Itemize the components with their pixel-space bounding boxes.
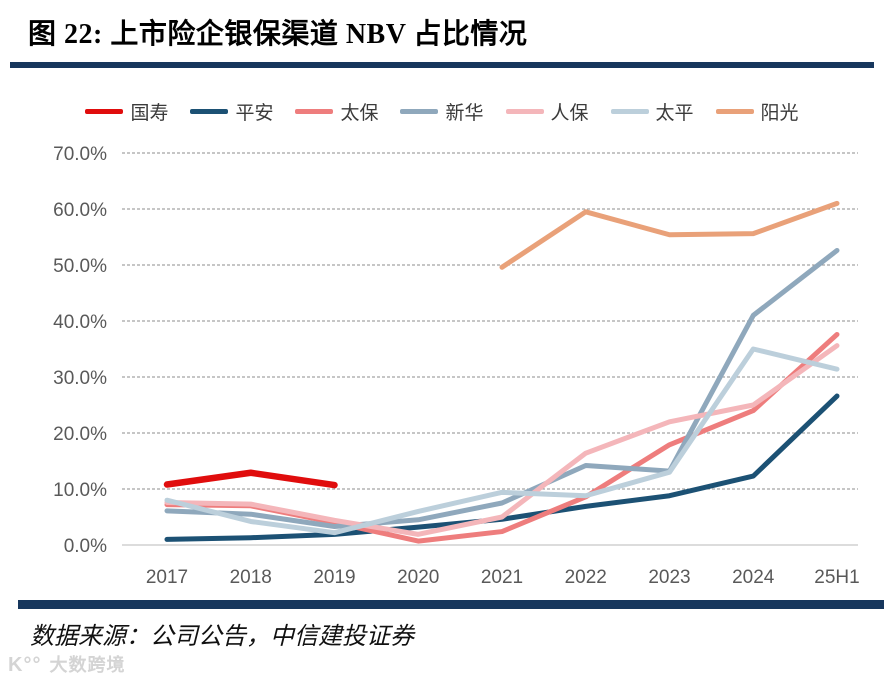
x-tick-label: 2017 bbox=[146, 567, 188, 588]
watermark: K°° 大数跨境 bbox=[8, 651, 125, 677]
chart-legend: 国寿 平安 太保 新华 人保 太平 阳光 bbox=[0, 98, 884, 125]
series-line-新华 bbox=[164, 247, 840, 530]
series-line-太平 bbox=[164, 346, 840, 536]
x-tick-label: 2019 bbox=[313, 567, 355, 588]
legend-label: 太保 bbox=[340, 103, 379, 124]
y-tick-label: 40.0% bbox=[53, 312, 107, 333]
title-divider bbox=[10, 62, 874, 68]
legend-item-太保: 太保 bbox=[295, 98, 378, 125]
x-axis-labels: 2017 2018 2019 2020 2021 2022 2023 2024 25H1 bbox=[146, 567, 860, 588]
y-axis-labels: 0.0% 10.0% 20.0% 30.0% 40.0% 50.0% 60.0% 70.0% bbox=[53, 144, 107, 557]
legend-swatch-icon bbox=[85, 109, 124, 114]
legend-item-太平: 太平 bbox=[610, 98, 694, 125]
series-line-太保 bbox=[164, 331, 840, 544]
x-tick-label: 2024 bbox=[732, 567, 775, 588]
footer-divider bbox=[18, 600, 884, 609]
y-tick-label: 60.0% bbox=[53, 200, 107, 221]
x-tick-label: 2022 bbox=[565, 567, 607, 588]
legend-label: 国寿 bbox=[130, 103, 169, 124]
x-tick-label: 2021 bbox=[481, 567, 523, 588]
x-tick-label: 2020 bbox=[397, 567, 439, 588]
legend-item-新华: 新华 bbox=[400, 98, 484, 125]
legend-item-阳光: 阳光 bbox=[715, 98, 799, 125]
x-tick-label: 25H1 bbox=[814, 567, 859, 588]
series-line-阳光 bbox=[499, 200, 840, 270]
series-line-国寿 bbox=[163, 469, 338, 489]
y-tick-label: 30.0% bbox=[53, 368, 107, 389]
series-line-人保 bbox=[164, 343, 840, 537]
y-tick-label: 0.0% bbox=[64, 536, 107, 557]
series-lines bbox=[163, 200, 840, 544]
y-tick-label: 50.0% bbox=[53, 256, 107, 277]
x-tick-label: 2018 bbox=[230, 567, 272, 588]
page-title: 图 22: 上市险企银保渠道 NBV 占比情况 bbox=[28, 19, 528, 50]
legend-swatch-icon bbox=[190, 109, 229, 114]
legend-swatch-icon bbox=[715, 109, 754, 114]
legend-item-国寿: 国寿 bbox=[85, 98, 168, 125]
gridlines bbox=[122, 152, 858, 546]
watermark-text: 大数跨境 bbox=[49, 655, 126, 675]
legend-label: 新华 bbox=[445, 103, 484, 124]
legend-label: 阳光 bbox=[760, 103, 799, 124]
data-source-note: 数据来源：公司公告，中信建投证券 bbox=[30, 624, 414, 650]
legend-label: 人保 bbox=[550, 103, 589, 124]
y-tick-label: 10.0% bbox=[53, 480, 107, 501]
watermark-logo-icon: K°° bbox=[8, 654, 42, 676]
y-tick-label: 70.0% bbox=[53, 144, 107, 165]
legend-swatch-icon bbox=[400, 109, 439, 114]
legend-label: 平安 bbox=[235, 103, 274, 124]
x-tick-label: 2023 bbox=[648, 567, 690, 588]
legend-swatch-icon bbox=[505, 109, 544, 114]
legend-item-平安: 平安 bbox=[190, 98, 273, 125]
legend-swatch-icon bbox=[295, 109, 334, 114]
legend-label: 太平 bbox=[655, 103, 694, 124]
y-tick-label: 20.0% bbox=[53, 424, 107, 445]
legend-item-人保: 人保 bbox=[505, 98, 589, 125]
legend-swatch-icon bbox=[610, 109, 649, 114]
